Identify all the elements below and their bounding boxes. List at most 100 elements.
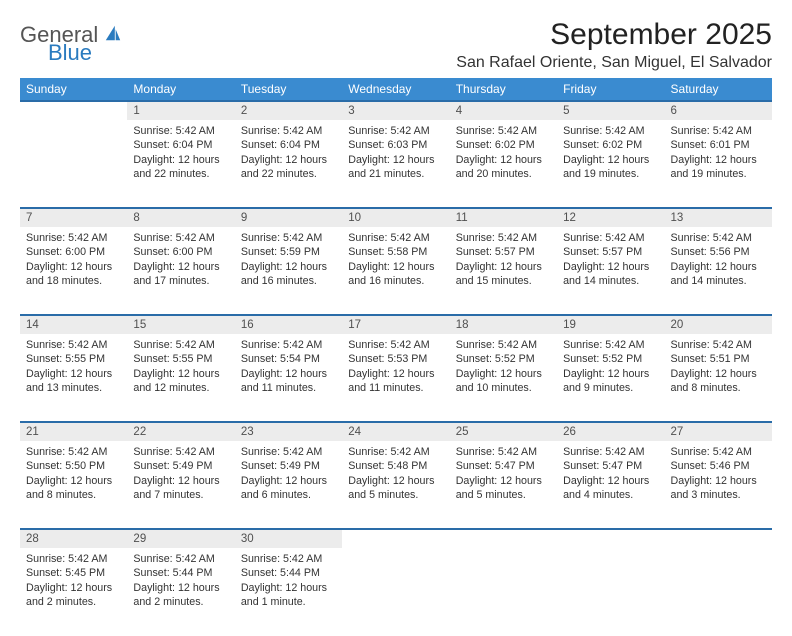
daylight-line: Daylight: 12 hours and 22 minutes. [241, 153, 336, 182]
sunrise-line: Sunrise: 5:42 AM [563, 231, 658, 245]
sunrise-line: Sunrise: 5:42 AM [671, 124, 766, 138]
sunrise-line: Sunrise: 5:42 AM [671, 231, 766, 245]
daylight-line: Daylight: 12 hours and 1 minute. [241, 581, 336, 610]
sunrise-line: Sunrise: 5:42 AM [456, 445, 551, 459]
sunset-line: Sunset: 5:44 PM [241, 566, 336, 580]
daylight-line: Daylight: 12 hours and 15 minutes. [456, 260, 551, 289]
day-detail-cell: Sunrise: 5:42 AMSunset: 5:51 PMDaylight:… [665, 334, 772, 422]
sunrise-line: Sunrise: 5:42 AM [671, 445, 766, 459]
sunset-line: Sunset: 5:55 PM [26, 352, 121, 366]
sunset-line: Sunset: 5:54 PM [241, 352, 336, 366]
dayhead-fri: Friday [557, 78, 664, 101]
sunrise-line: Sunrise: 5:42 AM [26, 231, 121, 245]
location-text: San Rafael Oriente, San Miguel, El Salva… [456, 54, 772, 72]
daylight-line: Daylight: 12 hours and 14 minutes. [671, 260, 766, 289]
daylight-line: Daylight: 12 hours and 7 minutes. [133, 474, 228, 503]
brand-text: General Blue [20, 24, 122, 64]
daylight-line: Daylight: 12 hours and 20 minutes. [456, 153, 551, 182]
day-detail-cell: Sunrise: 5:42 AMSunset: 6:03 PMDaylight:… [342, 120, 449, 208]
sunrise-line: Sunrise: 5:42 AM [133, 445, 228, 459]
day-detail-cell: Sunrise: 5:42 AMSunset: 5:52 PMDaylight:… [557, 334, 664, 422]
sunrise-line: Sunrise: 5:42 AM [348, 124, 443, 138]
sunset-line: Sunset: 5:58 PM [348, 245, 443, 259]
sunset-line: Sunset: 6:02 PM [563, 138, 658, 152]
day-detail-cell: Sunrise: 5:42 AMSunset: 5:55 PMDaylight:… [127, 334, 234, 422]
daylight-line: Daylight: 12 hours and 9 minutes. [563, 367, 658, 396]
sunset-line: Sunset: 5:57 PM [563, 245, 658, 259]
day-number-cell: 18 [450, 315, 557, 334]
daylight-line: Daylight: 12 hours and 16 minutes. [348, 260, 443, 289]
day-detail-cell: Sunrise: 5:42 AMSunset: 5:49 PMDaylight:… [235, 441, 342, 529]
sunrise-line: Sunrise: 5:42 AM [133, 231, 228, 245]
day-number-cell: 13 [665, 208, 772, 227]
title-block: September 2025 San Rafael Oriente, San M… [456, 18, 772, 72]
sunrise-line: Sunrise: 5:42 AM [563, 338, 658, 352]
day-header-row: Sunday Monday Tuesday Wednesday Thursday… [20, 78, 772, 101]
day-detail-cell: Sunrise: 5:42 AMSunset: 5:57 PMDaylight:… [557, 227, 664, 315]
day-detail-cell: Sunrise: 5:42 AMSunset: 5:47 PMDaylight:… [450, 441, 557, 529]
day-detail-cell: Sunrise: 5:42 AMSunset: 6:04 PMDaylight:… [235, 120, 342, 208]
day-number-cell: 28 [20, 529, 127, 548]
daynum-row: 282930 [20, 529, 772, 548]
sunrise-line: Sunrise: 5:42 AM [133, 338, 228, 352]
daylight-line: Daylight: 12 hours and 4 minutes. [563, 474, 658, 503]
sunset-line: Sunset: 6:04 PM [241, 138, 336, 152]
daylight-line: Daylight: 12 hours and 16 minutes. [241, 260, 336, 289]
day-detail-cell [20, 120, 127, 208]
sunrise-line: Sunrise: 5:42 AM [241, 552, 336, 566]
calendar-table: Sunday Monday Tuesday Wednesday Thursday… [20, 78, 772, 636]
daynum-row: 21222324252627 [20, 422, 772, 441]
sunrise-line: Sunrise: 5:42 AM [26, 552, 121, 566]
sunrise-line: Sunrise: 5:42 AM [133, 124, 228, 138]
sunset-line: Sunset: 5:47 PM [456, 459, 551, 473]
day-detail-cell: Sunrise: 5:42 AMSunset: 6:02 PMDaylight:… [557, 120, 664, 208]
day-detail-cell: Sunrise: 5:42 AMSunset: 6:00 PMDaylight:… [20, 227, 127, 315]
day-detail-cell: Sunrise: 5:42 AMSunset: 5:50 PMDaylight:… [20, 441, 127, 529]
day-number-cell [557, 529, 664, 548]
day-number-cell: 6 [665, 101, 772, 120]
day-number-cell: 11 [450, 208, 557, 227]
sunrise-line: Sunrise: 5:42 AM [456, 338, 551, 352]
day-number-cell: 9 [235, 208, 342, 227]
day-number-cell: 16 [235, 315, 342, 334]
sunrise-line: Sunrise: 5:42 AM [133, 552, 228, 566]
day-number-cell [665, 529, 772, 548]
day-number-cell: 4 [450, 101, 557, 120]
day-number-cell: 24 [342, 422, 449, 441]
day-detail-cell: Sunrise: 5:42 AMSunset: 5:44 PMDaylight:… [235, 548, 342, 636]
daylight-line: Daylight: 12 hours and 10 minutes. [456, 367, 551, 396]
daylight-line: Daylight: 12 hours and 14 minutes. [563, 260, 658, 289]
sunset-line: Sunset: 5:57 PM [456, 245, 551, 259]
sunrise-line: Sunrise: 5:42 AM [241, 124, 336, 138]
daylight-line: Daylight: 12 hours and 6 minutes. [241, 474, 336, 503]
day-detail-cell: Sunrise: 5:42 AMSunset: 5:59 PMDaylight:… [235, 227, 342, 315]
day-number-cell: 1 [127, 101, 234, 120]
day-detail-cell: Sunrise: 5:42 AMSunset: 5:45 PMDaylight:… [20, 548, 127, 636]
sunrise-line: Sunrise: 5:42 AM [671, 338, 766, 352]
sunset-line: Sunset: 5:55 PM [133, 352, 228, 366]
day-detail-cell [665, 548, 772, 636]
daylight-line: Daylight: 12 hours and 12 minutes. [133, 367, 228, 396]
sunrise-line: Sunrise: 5:42 AM [241, 445, 336, 459]
day-number-cell [20, 101, 127, 120]
daylight-line: Daylight: 12 hours and 18 minutes. [26, 260, 121, 289]
day-number-cell: 5 [557, 101, 664, 120]
sunset-line: Sunset: 6:03 PM [348, 138, 443, 152]
day-number-cell: 22 [127, 422, 234, 441]
daylight-line: Daylight: 12 hours and 11 minutes. [241, 367, 336, 396]
sunrise-line: Sunrise: 5:42 AM [348, 231, 443, 245]
header: General Blue September 2025 San Rafael O… [20, 18, 772, 72]
sunset-line: Sunset: 6:01 PM [671, 138, 766, 152]
day-number-cell: 3 [342, 101, 449, 120]
daylight-line: Daylight: 12 hours and 2 minutes. [26, 581, 121, 610]
day-number-cell: 14 [20, 315, 127, 334]
brand-line2: Blue [48, 42, 122, 64]
day-detail-cell: Sunrise: 5:42 AMSunset: 6:02 PMDaylight:… [450, 120, 557, 208]
daylight-line: Daylight: 12 hours and 2 minutes. [133, 581, 228, 610]
day-detail-cell [557, 548, 664, 636]
day-number-cell: 12 [557, 208, 664, 227]
sunset-line: Sunset: 5:56 PM [671, 245, 766, 259]
day-detail-cell: Sunrise: 5:42 AMSunset: 5:54 PMDaylight:… [235, 334, 342, 422]
sunset-line: Sunset: 6:02 PM [456, 138, 551, 152]
sunrise-line: Sunrise: 5:42 AM [563, 445, 658, 459]
